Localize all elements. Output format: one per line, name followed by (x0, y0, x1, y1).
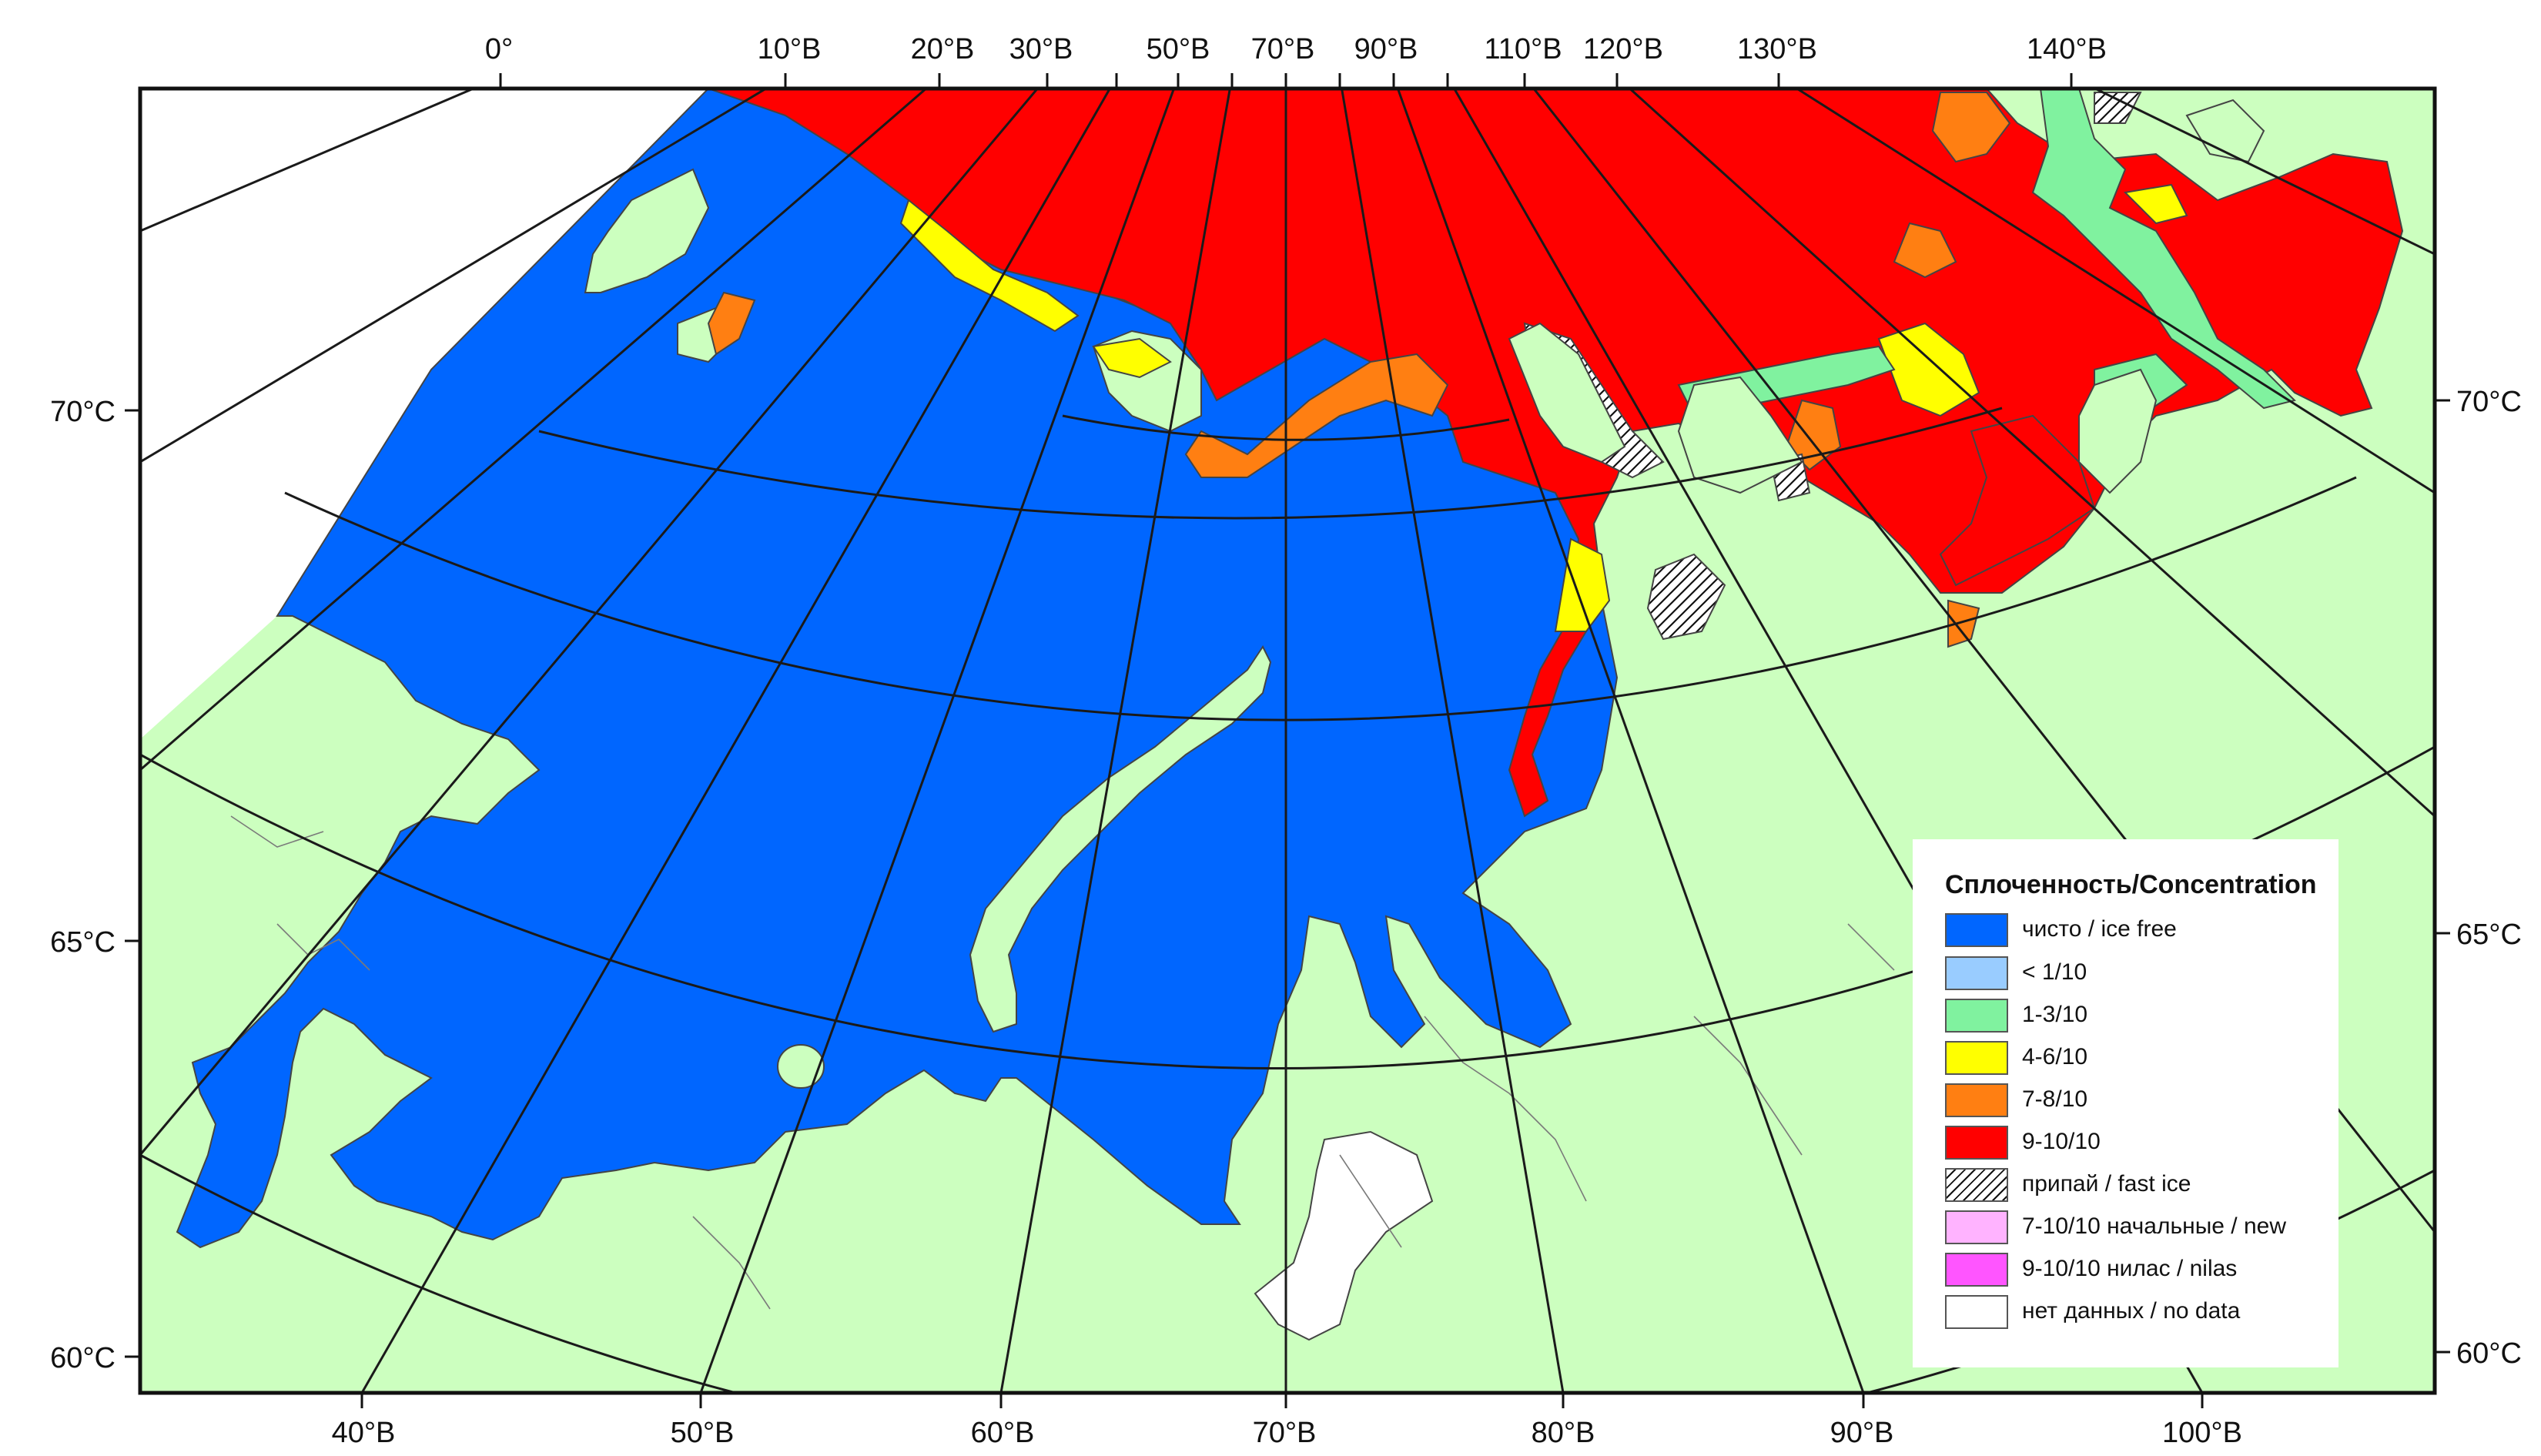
legend-swatch (1945, 913, 2008, 947)
top-label-130: 130°В (1737, 33, 1817, 65)
meridian-130 (1794, 89, 2435, 494)
top-label-30: 30°В (1009, 33, 1073, 65)
meridian-30 (140, 89, 1040, 1156)
bottom-label-50: 50°В (671, 1417, 735, 1449)
ice-7-8-b (1931, 92, 2011, 163)
meridian-20 (140, 89, 928, 772)
legend-swatch (1945, 1253, 2008, 1287)
legend-swatch (1945, 1041, 2008, 1075)
legend-swatch-hatch (1945, 1168, 2008, 1202)
meridian-80 (1341, 89, 1565, 1393)
bottom-label-70: 70°В (1253, 1417, 1317, 1449)
legend-item-fast-ice: припай / fast ice (1945, 1168, 2330, 1203)
lat-arc-75 (538, 407, 2003, 520)
legend-label: 1-3/10 (2022, 1002, 2088, 1027)
legend-swatch (1945, 999, 2008, 1033)
ice-4-6-c (1554, 537, 1611, 632)
top-label-20: 20°В (911, 33, 975, 65)
meridian-90 (1396, 89, 1865, 1393)
svalbard (584, 168, 710, 293)
top-label-120: 120°В (1583, 33, 1663, 65)
left-label-60: 60°С (50, 1342, 116, 1374)
legend-label: припай / fast ice (2022, 1171, 2191, 1197)
legend-item-ice-free: чисто / ice free (1945, 913, 2330, 949)
bottom-label-60: 60°В (971, 1417, 1035, 1449)
left-label-70: 70°С (50, 396, 116, 428)
laptev-coast-land (2078, 368, 2158, 494)
legend-label: 7-10/10 начальные / new (2022, 1213, 2286, 1239)
legend-item-9-10: 9-10/10 (1945, 1126, 2330, 1161)
legend-label: 9-10/10 (2022, 1129, 2101, 1154)
map-frame (138, 86, 2437, 1395)
ice-4-6-e (2123, 183, 2188, 225)
legend-item-lt1: < 1/10 (1945, 956, 2330, 992)
ice-7-8-e (1947, 599, 1980, 648)
left-label-65: 65°С (50, 926, 116, 959)
severnaya-zemlya (1508, 322, 1626, 464)
legend-label: нет данных / no data (2022, 1298, 2241, 1324)
legend-item-7-8: 7-8/10 (1945, 1083, 2330, 1119)
lat-arc-80 (1062, 414, 1510, 441)
ice-7-8-f (707, 291, 756, 356)
legend: Сплоченность/Concentration чисто / ice f… (1913, 839, 2338, 1367)
meridian-60 (999, 89, 1231, 1393)
legend-item-no-data: нет данных / no data (1945, 1295, 2330, 1330)
legend-title: Сплоченность/Concentration (1945, 870, 2317, 899)
ice-7-8-c (1893, 222, 1957, 279)
meridian-10 (140, 89, 768, 464)
top-label-70: 70°В (1251, 33, 1315, 65)
legend-item-1-3: 1-3/10 (1945, 999, 2330, 1034)
ice-4-6-d (1092, 337, 1172, 379)
meridian-40 (360, 89, 1112, 1393)
kolguev-island (777, 1044, 825, 1089)
ice-9-10 (708, 89, 2404, 818)
legend-item-4-6: 4-6/10 (1945, 1041, 2330, 1076)
top-label-110: 110°В (1484, 33, 1562, 65)
ice-1-3-a (2031, 89, 2296, 410)
ice-9-10-east (1939, 414, 2096, 587)
bottom-label-100: 100°В (2162, 1417, 2242, 1449)
legend-swatch (1945, 1083, 2008, 1117)
bottom-label-40: 40°В (332, 1417, 396, 1449)
top-label-90: 90°В (1354, 33, 1418, 65)
top-label-0: 0° (485, 33, 513, 65)
meridian-120 (1628, 89, 2435, 818)
top-label-10: 10°В (758, 33, 822, 65)
top-label-50: 50°В (1147, 33, 1210, 65)
legend-swatch (1945, 1126, 2008, 1160)
legend-label: 7-8/10 (2022, 1086, 2088, 1112)
legend-swatch (1945, 956, 2008, 990)
bottom-label-90: 90°В (1830, 1417, 1894, 1449)
rivers (230, 815, 1895, 1310)
ice-7-8-a (1184, 353, 1449, 478)
no-data-area (140, 89, 708, 739)
legend-label: 4-6/10 (2022, 1044, 2088, 1069)
right-label-65: 65°С (2456, 919, 2522, 951)
right-label-70: 70°С (2456, 386, 2522, 418)
novaya-zemlya (969, 645, 1272, 1033)
new-siberian-islands (2185, 99, 2265, 163)
legend-label: чисто / ice free (2022, 916, 2177, 942)
bottom-label-80: 80°В (1532, 1417, 1595, 1449)
top-label-140: 140°В (2027, 33, 2107, 65)
fast-ice-c (2094, 92, 2142, 124)
meridian-140 (2092, 89, 2435, 256)
legend-swatch (1945, 1210, 2008, 1244)
meridian-50 (699, 89, 1176, 1393)
legend-item-new-ice: 7-10/10 начальные / new (1945, 1210, 2330, 1246)
meridian-0 (140, 89, 477, 233)
ice-4-6-a (899, 199, 1080, 333)
ob-gulf-no-data (1254, 1130, 1434, 1341)
legend-swatch (1945, 1295, 2008, 1329)
ice-4-6-b (1877, 322, 1980, 417)
legend-item-nilas: 9-10/10 нилас / nilas (1945, 1253, 2330, 1288)
legend-label: 9-10/10 нилас / nilas (2022, 1256, 2238, 1281)
legend-label: < 1/10 (2022, 959, 2087, 985)
right-label-60: 60°С (2456, 1337, 2522, 1370)
fast-ice-b (1646, 553, 1726, 641)
ice-free-water (176, 89, 1619, 1249)
